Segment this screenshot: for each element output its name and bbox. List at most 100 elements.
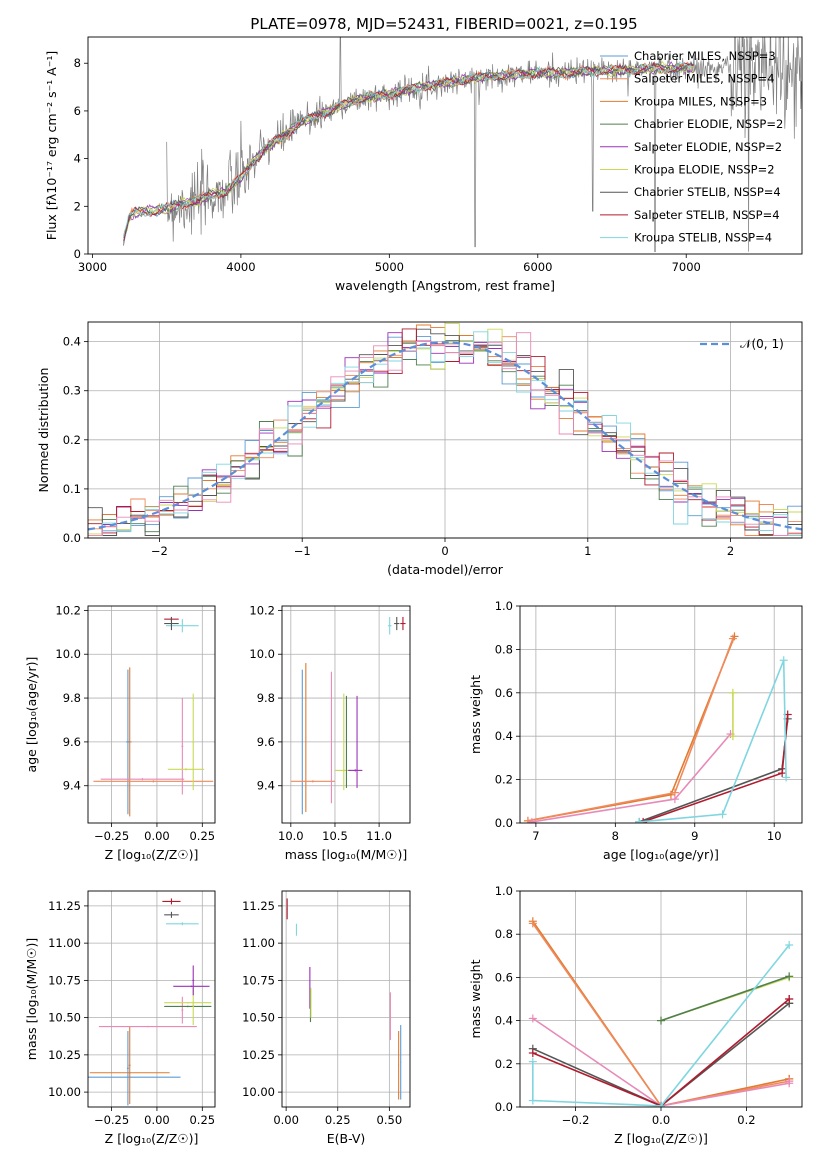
errorbar-point — [389, 992, 391, 1040]
x-axis-label: Z [log₁₀(Z/Z☉)] — [105, 1131, 199, 1146]
x-tick-label: 5000 — [375, 260, 404, 274]
errorbar-point — [128, 1026, 131, 1105]
model-line-salpeter_elodie — [123, 61, 694, 238]
errorbar-point — [98, 1025, 197, 1028]
errorbar-point — [126, 669, 130, 815]
legend: Chabrier MILES, NSSP=3 Salpeter MILES, NS… — [600, 49, 783, 245]
y-tick-label: 0.2 — [63, 433, 81, 447]
y-tick-label: 10.25 — [48, 1048, 81, 1062]
legend-label: 𝒩(0, 1) — [740, 337, 784, 351]
series-marker — [778, 769, 787, 778]
axes-frame — [87, 321, 803, 539]
axes-frame — [87, 36, 803, 255]
errorbar-point — [330, 671, 332, 804]
y-tick-label: 1.0 — [495, 884, 513, 898]
errorbar-point — [286, 898, 288, 920]
y-tick-label: 4 — [74, 152, 81, 166]
plot-area — [88, 898, 212, 1106]
y-tick-label: 9.4 — [257, 779, 275, 793]
y-tick-label: 11.25 — [48, 899, 81, 913]
errorbar-point — [164, 1005, 212, 1008]
x-tick-label: −0.25 — [94, 829, 129, 843]
errorbar-point — [305, 662, 307, 813]
errorbar-point — [181, 698, 184, 795]
series-marker — [528, 1096, 537, 1105]
series-marker — [785, 995, 794, 1003]
series-line-kroupa_miles — [527, 636, 736, 822]
y-tick-label: 0.4 — [495, 1014, 513, 1028]
x-tick-label: 10 — [767, 829, 782, 843]
model-line-kroupa_stelib — [123, 61, 694, 238]
y-tick-label: 10.00 — [242, 1085, 275, 1099]
errorbar-point — [400, 616, 406, 631]
legend-label: Kroupa STELIB, NSSP=4 — [634, 231, 772, 245]
legend-label: Kroupa ELODIE, NSSP=2 — [634, 163, 775, 177]
legend-label: Chabrier STELIB, NSSP=4 — [634, 185, 781, 199]
y-tick-label: 0.4 — [63, 335, 81, 349]
legend: 𝒩(0, 1) — [700, 337, 784, 351]
y-tick-label: 10.25 — [242, 1048, 275, 1062]
y-tick-label: 11.25 — [242, 899, 275, 913]
plot-area — [528, 917, 794, 1107]
model-line-chabrier_elodie — [123, 63, 694, 237]
errorbar-point — [400, 1025, 402, 1100]
series-marker — [785, 972, 794, 981]
x-axis-label: mass [log₁₀(M/M☉)] — [285, 847, 407, 862]
panel-mass-vs-z: −0.25 0.00 0.25 10.00 10.25 10.50 10.75 11.00 11… — [24, 890, 216, 1146]
series-marker — [728, 688, 737, 697]
y-axis-label: Flux [fλ10⁻¹⁷ erg cm⁻² s⁻¹ A⁻¹] — [44, 51, 59, 240]
y-tick-label: 10.75 — [242, 973, 275, 987]
errorbar-point — [192, 693, 195, 791]
errorbar-point — [295, 923, 298, 936]
x-tick-label: 0.25 — [325, 1113, 351, 1127]
errorbar-point — [387, 616, 392, 635]
legend-label: Chabrier MILES, NSSP=3 — [634, 49, 776, 63]
histogram-chabrier_stelib — [88, 328, 802, 536]
series-marker — [635, 817, 644, 823]
errorbar-point — [181, 996, 184, 1024]
y-tick-label: 0.2 — [495, 773, 513, 787]
errorbar-point — [164, 616, 179, 631]
panel-age-vs-z: −0.25 0.00 0.25 9.4 9.6 9.8 10.0 10.2 Z [log₁₀(Z… — [24, 603, 216, 862]
x-tick-label: 10.5 — [322, 829, 348, 843]
x-tick-label: −2 — [151, 544, 168, 558]
series-line-kroupa_stelib — [532, 944, 790, 1107]
errorbar-point — [356, 695, 358, 788]
series-line-pink — [531, 733, 732, 823]
y-tick-label: 10.75 — [48, 973, 81, 987]
series-marker — [528, 1014, 537, 1023]
y-tick-label: 0.1 — [63, 482, 81, 496]
series-marker — [785, 941, 794, 949]
y-tick-label: 0.3 — [63, 384, 81, 398]
series-line-salpeter_miles — [527, 638, 734, 822]
errorbar-point — [310, 987, 312, 1018]
x-tick-label: 0.00 — [144, 1113, 170, 1127]
axes-frame — [281, 890, 411, 1108]
x-tick-label: 9 — [691, 829, 698, 843]
y-tick-label: 0.0 — [63, 531, 81, 545]
panel-age-vs-mass: 10.0 10.5 11.0 9.4 9.6 9.8 10.0 10.2 mass [log₁₀… — [249, 603, 411, 862]
series-marker — [718, 810, 727, 819]
x-axis-label: (data-model)/error — [387, 562, 504, 577]
plot-area — [123, 37, 802, 252]
x-tick-label: 10.0 — [278, 829, 304, 843]
panel-residuals: −2 −1 0 1 2 0.0 0.1 0.2 0.3 0.4 (data-model)/error… — [36, 321, 803, 577]
plot-area — [290, 616, 406, 815]
axes-frame — [281, 605, 411, 824]
x-tick-label: 7000 — [672, 260, 701, 274]
errorbar-point — [394, 616, 400, 631]
axes-frame — [519, 605, 803, 824]
x-tick-label: −0.25 — [94, 1113, 129, 1127]
x-tick-label: 8 — [612, 829, 619, 843]
y-tick-label: 0.8 — [495, 642, 513, 656]
series-line-chabrier_elodie — [660, 975, 790, 1022]
x-axis-label: E(B-V) — [327, 1131, 366, 1146]
plot-area — [523, 632, 792, 823]
series-marker — [523, 816, 532, 823]
y-tick-label: 1.0 — [495, 599, 513, 613]
series-marker — [528, 1057, 537, 1066]
x-tick-label: 1 — [584, 544, 591, 558]
series-marker — [528, 1049, 537, 1057]
legend-label: Chabrier ELODIE, NSSP=2 — [634, 117, 783, 131]
